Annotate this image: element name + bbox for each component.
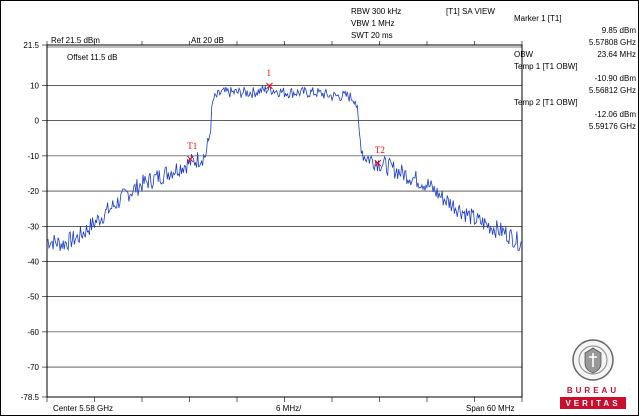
temp1-level: -10.90 dBm <box>594 74 636 83</box>
marker-t1 <box>186 155 194 163</box>
y-tick-label: -10 <box>27 152 39 161</box>
center-frequency-label: Center 5.58 GHz <box>53 404 114 413</box>
y-tick-label: -20 <box>27 187 39 196</box>
plot-border <box>46 44 523 398</box>
vbw-label: VBW 1 MHz <box>351 19 395 28</box>
obw-label: OBW <box>514 50 534 59</box>
span-label: Span 60 MHz <box>466 404 515 413</box>
marker-title: Marker 1 [T1] <box>514 14 562 23</box>
temp2-level: -12.06 dBm <box>594 110 636 119</box>
view-label: [T1] SA VIEW <box>446 7 495 16</box>
y-tick-label: -78.5 <box>21 393 40 402</box>
division-label: 6 MHz/ <box>276 404 302 413</box>
ref-label: Ref 21.5 dBm <box>51 36 100 45</box>
att-label: Att 20 dB <box>191 36 224 45</box>
marker-label-1: 1 <box>266 68 271 78</box>
marker-frequency: 5.57808 GHz <box>588 38 636 47</box>
offset-label: Offset 11.5 dB <box>67 53 118 62</box>
marker-level: 9.85 dBm <box>601 26 636 35</box>
temp2-frequency: 5.59176 GHz <box>588 122 636 131</box>
brand-line2: VERITAS <box>565 399 621 408</box>
y-tick-label: -30 <box>27 222 39 231</box>
y-tick-label: 10 <box>30 81 39 90</box>
marker-label-t1: T1 <box>187 141 197 151</box>
y-tick-label: -70 <box>27 363 39 372</box>
bureau-veritas-logo: BUREAU VERITAS <box>552 335 634 413</box>
rbw-label: RBW 300 kHz <box>351 7 402 16</box>
swt-label: SWT 20 ms <box>351 31 393 40</box>
seal-icon <box>560 339 626 409</box>
marker-t2 <box>374 159 382 167</box>
y-tick-label: 21.5 <box>23 41 39 50</box>
temp2-label: Temp 2 [T1 OBW] <box>514 98 578 107</box>
marker-label-t2: T2 <box>375 145 385 155</box>
y-tick-label: -60 <box>27 328 39 337</box>
marker-1 <box>266 82 273 90</box>
y-tick-label: -50 <box>27 293 39 302</box>
y-tick-label: 0 <box>35 117 40 126</box>
brand-line1: BUREAU <box>566 386 620 395</box>
spectrum-trace <box>46 84 523 252</box>
y-tick-label: -40 <box>27 257 39 266</box>
temp1-frequency: 5.56812 GHz <box>588 86 636 95</box>
temp1-label: Temp 1 [T1 OBW] <box>514 62 578 71</box>
obw-value: 23.64 MHz <box>597 50 636 59</box>
